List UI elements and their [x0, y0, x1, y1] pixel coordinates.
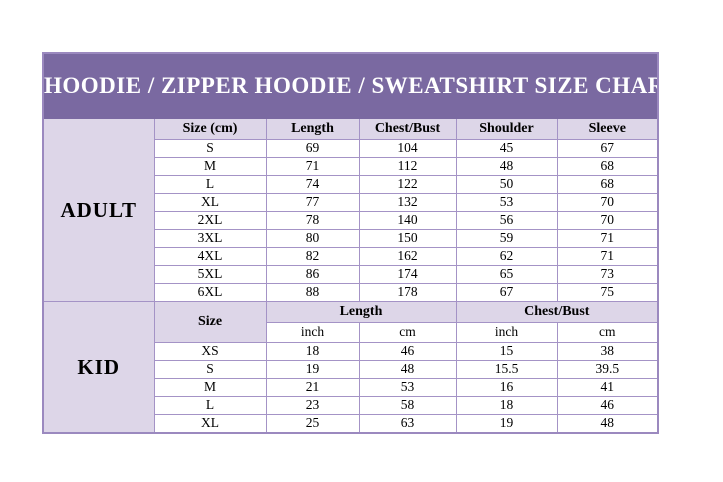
column-header-chest-bust: Chest/Bust — [358, 118, 457, 140]
value-cell: 73 — [556, 265, 659, 284]
size-cell: L — [153, 175, 267, 194]
table-row: L 23 58 18 46 — [43, 396, 659, 415]
value-cell: 53 — [358, 378, 457, 397]
table-row: L 74 122 50 68 — [43, 175, 659, 194]
table-row: M 21 53 16 41 — [43, 378, 659, 397]
size-cell: XS — [153, 342, 267, 361]
value-cell: 19 — [265, 360, 360, 379]
adult-header-row: ADULT Size (cm) Length Chest/Bust Should… — [42, 118, 659, 302]
value-cell: 41 — [556, 378, 659, 397]
column-subheader-length-inch: inch — [265, 322, 360, 343]
value-cell: 77 — [265, 193, 360, 212]
value-cell: 38 — [556, 342, 659, 361]
value-cell: 39.5 — [556, 360, 659, 379]
column-subheader-chest-inch: inch — [455, 322, 558, 343]
value-cell: 68 — [556, 157, 659, 176]
value-cell: 18 — [265, 342, 360, 361]
value-cell: 162 — [358, 247, 457, 266]
value-cell: 70 — [556, 211, 659, 230]
value-cell: 178 — [358, 283, 457, 302]
title-band-row: HOODIE / ZIPPER HOODIE / SWEATSHIRT SIZE… — [42, 52, 659, 119]
value-cell: 50 — [455, 175, 558, 194]
size-cell: L — [153, 396, 267, 415]
value-cell: 75 — [556, 283, 659, 302]
size-cell: 5XL — [153, 265, 267, 284]
value-cell: 71 — [556, 247, 659, 266]
value-cell: 174 — [358, 265, 457, 284]
column-header-sleeve: Sleeve — [556, 118, 659, 140]
table-row: S 19 48 15.5 39.5 — [43, 360, 659, 379]
value-cell: 48 — [556, 414, 659, 434]
value-cell: 82 — [265, 247, 360, 266]
page-title: HOODIE / ZIPPER HOODIE / SWEATSHIRT SIZE… — [42, 52, 659, 119]
value-cell: 67 — [455, 283, 558, 302]
value-cell: 18 — [455, 396, 558, 415]
value-cell: 88 — [265, 283, 360, 302]
column-header-length: Length — [265, 118, 360, 140]
column-subheader-chest-cm: cm — [556, 322, 659, 343]
column-group-header-chest-bust: Chest/Bust — [455, 301, 659, 323]
value-cell: 23 — [265, 396, 360, 415]
value-cell: 67 — [556, 139, 659, 158]
value-cell: 71 — [265, 157, 360, 176]
value-cell: 69 — [265, 139, 360, 158]
size-cell: XL — [153, 193, 267, 212]
column-group-header-length: Length — [265, 301, 457, 323]
value-cell: 140 — [358, 211, 457, 230]
size-cell: 6XL — [153, 283, 267, 302]
section-label-kid: KID — [42, 301, 155, 434]
value-cell: 70 — [556, 193, 659, 212]
value-cell: 15.5 — [455, 360, 558, 379]
value-cell: 45 — [455, 139, 558, 158]
value-cell: 59 — [455, 229, 558, 248]
size-cell: 2XL — [153, 211, 267, 230]
value-cell: 122 — [358, 175, 457, 194]
value-cell: 46 — [556, 396, 659, 415]
value-cell: 21 — [265, 378, 360, 397]
value-cell: 48 — [358, 360, 457, 379]
value-cell: 56 — [455, 211, 558, 230]
value-cell: 16 — [455, 378, 558, 397]
table-row: M 71 112 48 68 — [43, 157, 659, 176]
value-cell: 48 — [455, 157, 558, 176]
column-header-shoulder: Shoulder — [455, 118, 558, 140]
size-cell: XL — [153, 414, 267, 434]
column-header-size-cm: Size (cm) — [153, 118, 267, 140]
value-cell: 86 — [265, 265, 360, 284]
size-cell: 3XL — [153, 229, 267, 248]
table-row: 2XL 78 140 56 70 — [43, 211, 659, 230]
size-cell: S — [153, 360, 267, 379]
value-cell: 19 — [455, 414, 558, 434]
size-cell: M — [153, 378, 267, 397]
size-cell: 4XL — [153, 247, 267, 266]
value-cell: 71 — [556, 229, 659, 248]
kid-group-header-row: KID Size Length Chest/Bust — [42, 301, 659, 434]
value-cell: 62 — [455, 247, 558, 266]
value-cell: 53 — [455, 193, 558, 212]
value-cell: 78 — [265, 211, 360, 230]
table-row: XL 25 63 19 48 — [43, 414, 659, 434]
value-cell: 65 — [455, 265, 558, 284]
column-subheader-length-cm: cm — [358, 322, 457, 343]
table-row: 4XL 82 162 62 71 — [43, 247, 659, 266]
value-cell: 150 — [358, 229, 457, 248]
value-cell: 112 — [358, 157, 457, 176]
value-cell: 104 — [358, 139, 457, 158]
size-cell: S — [153, 139, 267, 158]
value-cell: 68 — [556, 175, 659, 194]
value-cell: 25 — [265, 414, 360, 434]
kid-subheader-row: inch cm inch cm — [43, 322, 659, 343]
size-cell: M — [153, 157, 267, 176]
value-cell: 74 — [265, 175, 360, 194]
value-cell: 80 — [265, 229, 360, 248]
size-chart-table: HOODIE / ZIPPER HOODIE / SWEATSHIRT SIZE… — [42, 52, 660, 434]
value-cell: 46 — [358, 342, 457, 361]
value-cell: 132 — [358, 193, 457, 212]
value-cell: 15 — [455, 342, 558, 361]
section-label-adult: ADULT — [42, 118, 155, 302]
column-header-size: Size — [153, 301, 267, 343]
value-cell: 58 — [358, 396, 457, 415]
value-cell: 63 — [358, 414, 457, 434]
